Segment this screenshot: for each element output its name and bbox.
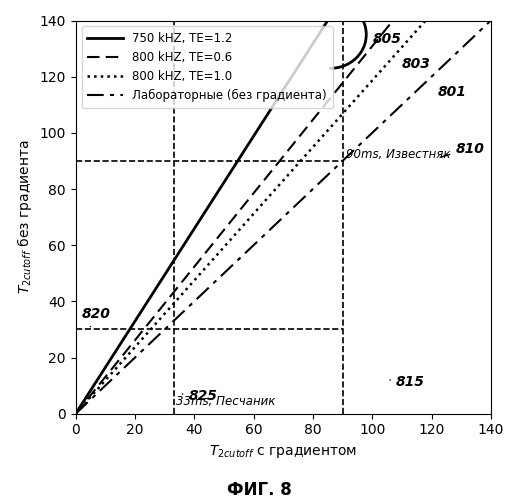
Text: ФИГ. 8: ФИГ. 8: [227, 481, 292, 499]
X-axis label: $T_{2cutoff}$ с градиентом: $T_{2cutoff}$ с градиентом: [209, 443, 358, 460]
Text: 801: 801: [438, 86, 466, 100]
Text: 33ms, Песчаник: 33ms, Песчаник: [176, 396, 276, 408]
Text: 810: 810: [440, 142, 484, 158]
Text: 820: 820: [81, 307, 111, 326]
Text: 815: 815: [390, 374, 425, 388]
Text: 805: 805: [372, 32, 401, 46]
Y-axis label: $T_{2cutoff}$ без градиента: $T_{2cutoff}$ без градиента: [15, 140, 34, 294]
Text: 825: 825: [182, 388, 217, 402]
Text: 803: 803: [402, 57, 431, 71]
Text: 90ms, Известняк: 90ms, Известняк: [346, 148, 450, 161]
Legend: 750 kHZ, TE=1.2, 800 kHZ, TE=0.6, 800 kHZ, TE=1.0, Лабораторные (без градиента): 750 kHZ, TE=1.2, 800 kHZ, TE=0.6, 800 kH…: [81, 26, 333, 108]
Text: 807: 807: [0, 499, 1, 500]
